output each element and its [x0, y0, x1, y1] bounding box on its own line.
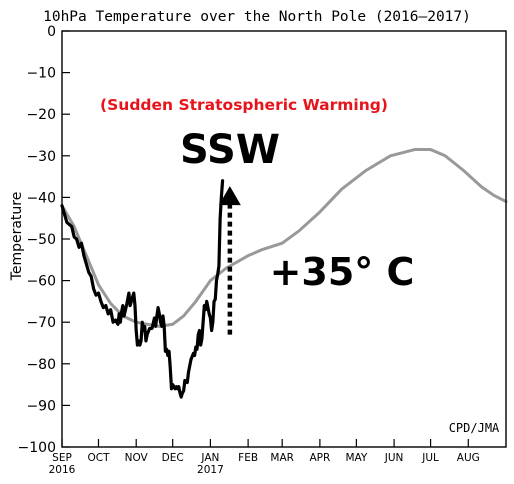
warming-arrow [218, 186, 241, 335]
chart-title: 10hPa Temperature over the North Pole (2… [43, 9, 471, 25]
y-tick-label: −10 [26, 66, 56, 82]
x-tick-label: OCT [87, 452, 110, 464]
annotation-ssw-label: SSW [180, 127, 280, 173]
y-tick-label: −80 [26, 357, 56, 373]
y-tick-label: −100 [18, 440, 56, 456]
y-tick-label: 0 [47, 24, 56, 40]
x-tick-label: JUL [421, 452, 439, 464]
arrow-head [218, 186, 241, 206]
x-tick-label: MAY [345, 452, 367, 464]
x-tick-label: JAN [200, 452, 219, 464]
x-tick-label: APR [309, 452, 330, 464]
y-tick-label: −90 [26, 398, 56, 414]
series-group [60, 148, 508, 399]
x-tick-label: SEP [52, 452, 72, 464]
y-tick-label: −50 [26, 232, 56, 248]
x-tick-label: DEC [162, 452, 184, 464]
x-tick-label: FEB [238, 452, 258, 464]
y-tick-label: −30 [26, 149, 56, 165]
y-tick-label: −40 [26, 190, 56, 206]
y-axis-label: Temperature [9, 192, 25, 282]
x-tick-label: AUG [457, 452, 480, 464]
credit-text: CPD/JMA [449, 421, 500, 435]
annotation-delta: +35° C [270, 250, 415, 294]
y-axis: 0 −10 −20 −30 −40 −50 −60 −70 −80 −90 −100 [18, 24, 70, 456]
series-line-climatology [60, 148, 508, 328]
y-tick-label: −60 [26, 274, 56, 290]
annotation-ssw-full: (Sudden Stratospheric Warming) [100, 96, 388, 114]
x-tick-label: JUN [384, 452, 404, 464]
y-tick-label: −70 [26, 315, 56, 331]
x-tick-label: MAR [270, 452, 294, 464]
y-tick-label: −20 [26, 107, 56, 123]
plot-frame [61, 30, 507, 448]
x-tick-label: NOV [125, 452, 149, 464]
series-line-2016-2017 [60, 179, 225, 399]
x-tick-year-label: 2017 [197, 464, 224, 476]
x-tick-year-label: 2016 [49, 464, 76, 476]
